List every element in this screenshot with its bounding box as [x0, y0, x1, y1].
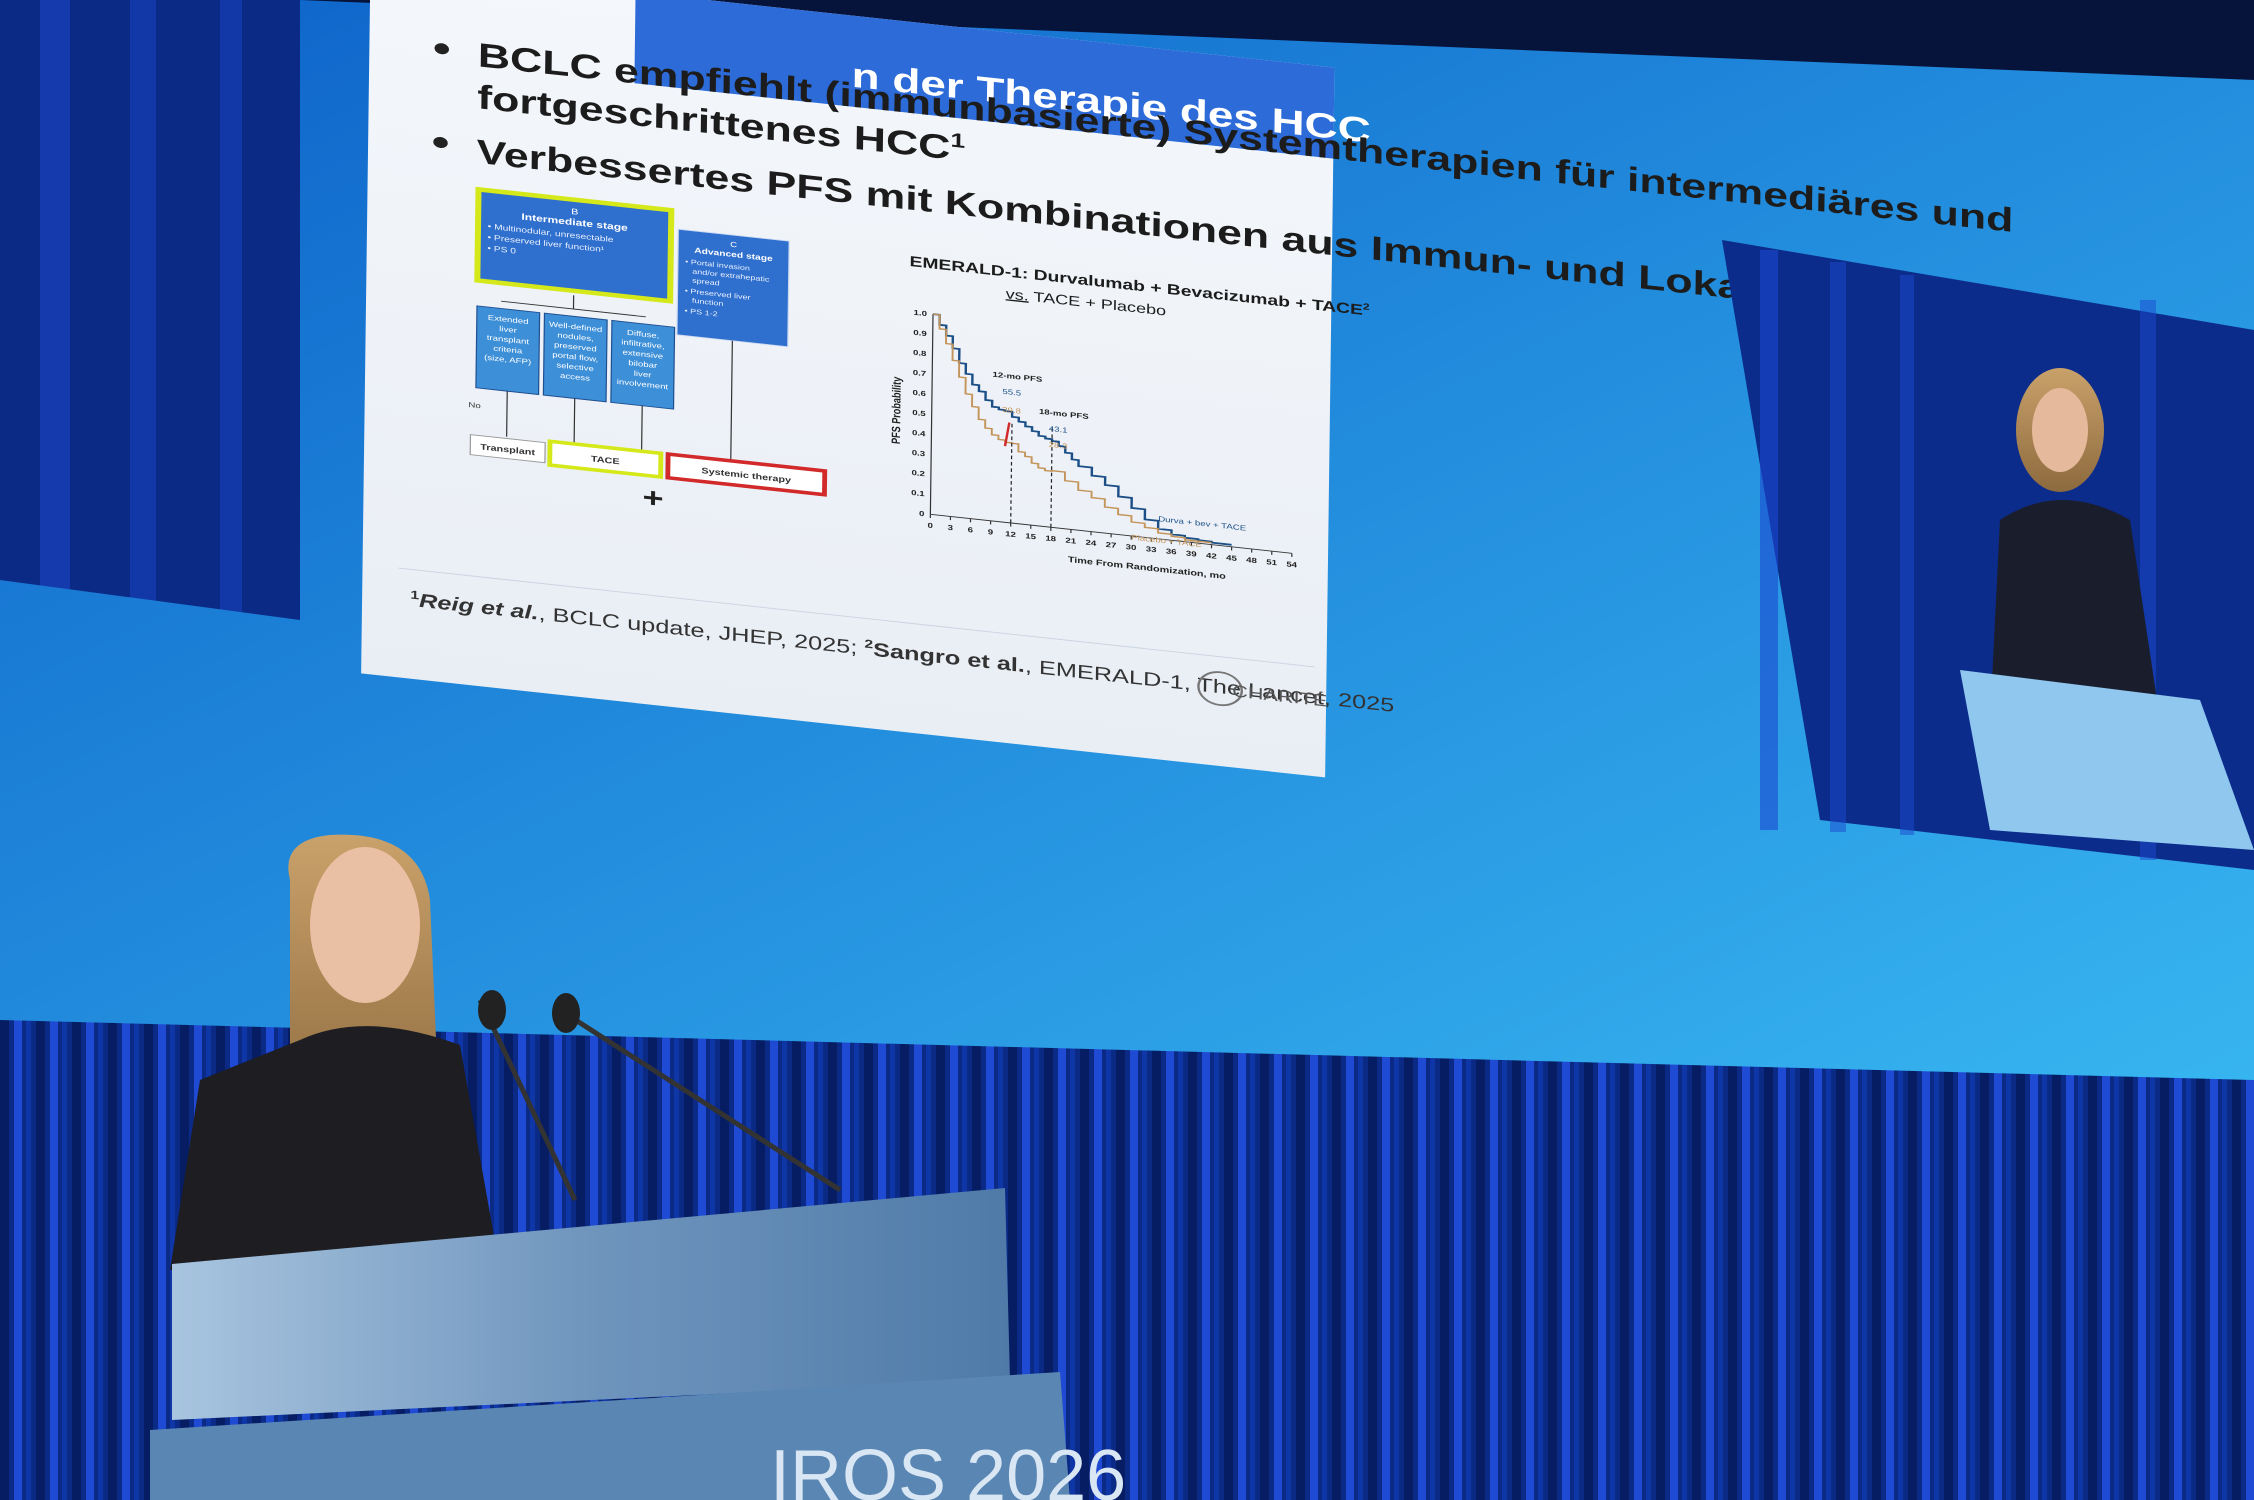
- svg-text:C: C: [730, 240, 737, 249]
- plus-sign: +: [642, 481, 664, 514]
- x-tick-label: 42: [1206, 551, 1217, 561]
- svg-text:extensive: extensive: [622, 348, 663, 361]
- x-tick-label: 54: [1286, 560, 1297, 570]
- x-tick-label: 3: [948, 523, 954, 532]
- x-tick-label: 48: [1246, 555, 1257, 565]
- x-tick-label: 27: [1106, 540, 1117, 550]
- video-speaker-body: [1990, 500, 2160, 720]
- bclc-diagram: B Intermediate stage • Multinodular, unr…: [468, 186, 828, 514]
- y-tick-label: 0.8: [913, 348, 927, 358]
- x-tick-label: 12: [1005, 529, 1016, 539]
- x-tick-label: 30: [1126, 542, 1137, 552]
- svg-text:spread: spread: [692, 277, 720, 288]
- y-tick-label: 0.2: [911, 468, 925, 478]
- podium-logo: IROS 2026: [770, 1436, 1126, 1500]
- bullet-dot: [433, 136, 448, 148]
- marker-18-mo: [1050, 427, 1053, 528]
- y-tick-label: 0.7: [913, 368, 927, 378]
- series-line-1: [933, 313, 1232, 546]
- no-label: No: [468, 400, 481, 410]
- y-tick-label: 0.9: [913, 328, 927, 338]
- svg-text:selective: selective: [556, 361, 594, 374]
- podium: IROS 2026: [150, 1188, 1126, 1500]
- svg-text:TACE: TACE: [591, 454, 620, 467]
- x-tick-label: 36: [1166, 547, 1177, 557]
- speaker-blouse: [170, 1026, 500, 1270]
- difference-arrow: [1003, 422, 1011, 447]
- transplant-box: [469, 434, 546, 464]
- svg-text:liver: liver: [499, 324, 517, 334]
- y-tick-label: 0.1: [911, 488, 925, 498]
- svg-text:function: function: [692, 297, 724, 308]
- x-tick-label: 21: [1065, 536, 1076, 546]
- y-tick-label: 0.4: [912, 428, 926, 438]
- microphone-left: [477, 998, 578, 1202]
- x-tick-label: 6: [968, 525, 974, 534]
- y-tick-label: 0: [919, 509, 925, 518]
- svg-text:• PS 0: • PS 0: [487, 244, 516, 256]
- x-tick-label: 33: [1146, 544, 1157, 554]
- y-tick-label: 0.6: [912, 388, 926, 398]
- x-tick-label: 24: [1085, 538, 1096, 548]
- y-tick-label: 0.3: [912, 448, 926, 458]
- systemic-therapy-box: [665, 452, 828, 497]
- marker-12-mo: [1010, 422, 1013, 524]
- x-tick-label: 45: [1226, 553, 1237, 563]
- x-tick-label: 9: [988, 527, 994, 536]
- speaker: [170, 834, 500, 1270]
- svg-text:Diffuse,: Diffuse,: [627, 328, 660, 340]
- tace-box: [547, 439, 664, 480]
- charite-logo-mark: [1197, 671, 1243, 707]
- svg-text:B: B: [571, 207, 578, 217]
- svg-text:Extended: Extended: [488, 313, 529, 326]
- microphone-right: [558, 1007, 842, 1193]
- y-tick-label: 1.0: [914, 308, 928, 318]
- y-axis: [929, 314, 934, 515]
- podium-base: [150, 1372, 1070, 1500]
- annotation-pfs12_a: 55.5: [1002, 387, 1021, 398]
- slide-header-bar: [634, 0, 1335, 159]
- y-tick-label: 0.5: [912, 408, 926, 418]
- x-tick-label: 0: [927, 521, 933, 530]
- slide-background: [361, 0, 1335, 778]
- video-speaker-face: [2032, 388, 2088, 472]
- presentation-slide: n der Therapie des HCC BCLC empfiehlt (i…: [361, 0, 2014, 778]
- x-tick-label: 51: [1266, 557, 1277, 567]
- svg-text:liver: liver: [634, 369, 652, 379]
- svg-text:nodules,: nodules,: [557, 331, 594, 343]
- podium-top: [172, 1188, 1010, 1420]
- annotation-pfs18_b: 28.3: [1049, 440, 1068, 451]
- speaker-face: [310, 847, 420, 1003]
- x-tick-label: 39: [1186, 549, 1197, 559]
- video-podium: [1960, 670, 2254, 850]
- annotation-pfs12_b: 39.8: [1002, 405, 1021, 416]
- x-tick-label: 15: [1025, 531, 1036, 541]
- svg-text:bilobar: bilobar: [628, 358, 657, 370]
- y-axis-label: PFS Probability: [890, 376, 904, 445]
- svg-text:• PS 1-2: • PS 1-2: [684, 307, 718, 318]
- svg-text:criteria: criteria: [493, 344, 522, 356]
- stage-b-box: [474, 186, 675, 304]
- svg-text:access: access: [560, 371, 590, 383]
- side-video-screen: [1722, 240, 2254, 870]
- bullet-dot: [434, 43, 449, 55]
- series-line-2: [933, 313, 1212, 544]
- annotation-pfs18_a: 43.1: [1049, 424, 1068, 435]
- x-tick-label: 18: [1045, 534, 1056, 544]
